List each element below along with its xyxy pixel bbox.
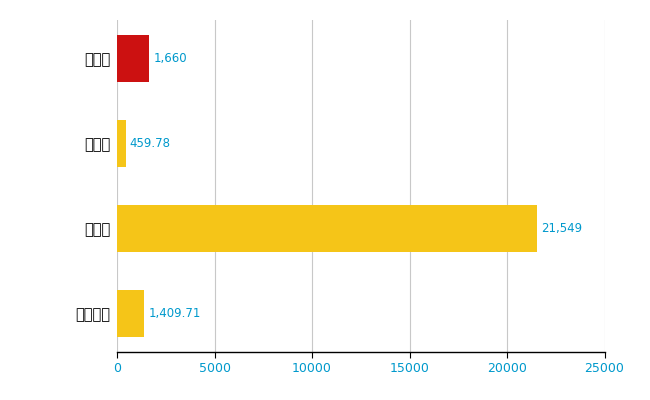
Text: 1,660: 1,660 <box>153 52 187 65</box>
Bar <box>117 35 150 82</box>
Bar <box>117 290 144 337</box>
Text: 459.78: 459.78 <box>130 137 171 150</box>
Text: 21,549: 21,549 <box>541 222 582 235</box>
Text: 1,409.71: 1,409.71 <box>148 307 201 320</box>
Bar <box>117 120 126 167</box>
Bar <box>117 205 537 252</box>
